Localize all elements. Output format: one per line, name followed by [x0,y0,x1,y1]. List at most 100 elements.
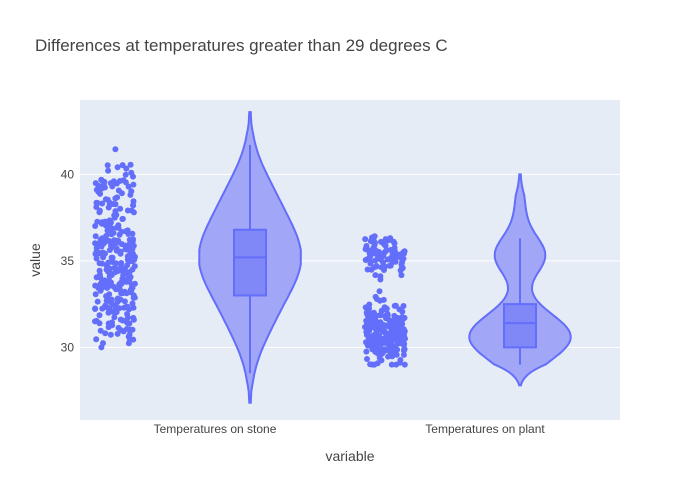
data-point [110,283,117,290]
data-point [124,303,131,310]
data-point [129,230,136,237]
data-point [102,330,109,337]
data-point [376,288,383,295]
data-point [362,236,369,243]
data-point [96,312,103,319]
data-point [117,286,123,293]
data-point [127,161,134,168]
data-point [397,357,404,363]
data-point [102,196,109,203]
data-point [115,239,122,246]
data-point [98,344,105,351]
data-point [114,330,121,337]
data-point [111,314,118,321]
data-point [127,191,134,198]
data-point [93,199,100,206]
data-point [102,218,108,225]
data-point [367,258,374,265]
data-point [394,339,401,346]
data-point [123,318,130,325]
data-point [388,327,395,334]
data-point [372,272,379,279]
data-point [392,345,399,352]
data-point [366,342,373,348]
data-point [386,345,393,352]
data-point [106,265,113,272]
data-point [377,250,384,257]
data-point [402,335,408,342]
data-point [376,319,382,326]
data-point [393,351,400,358]
data-point [103,297,110,304]
data-point [388,361,395,368]
data-point [96,271,103,278]
data-point [106,217,113,224]
data-point [99,279,106,286]
data-point [108,296,115,303]
data-point [130,242,137,249]
data-point [93,255,100,262]
data-point [105,227,112,234]
data-point [130,181,137,188]
data-point [93,336,100,343]
data-point [377,297,383,304]
data-point [130,316,137,323]
data-point [369,346,376,353]
box-1 [233,228,267,297]
data-point [106,247,113,253]
data-point [92,223,99,229]
data-point [386,256,393,263]
data-point [374,343,380,350]
data-point [397,267,404,274]
data-point [105,167,112,174]
data-point [371,361,378,368]
data-point [372,257,379,264]
data-point [129,250,136,257]
data-point [99,251,105,258]
data-point [92,240,99,247]
data-point [113,266,120,272]
data-point [103,237,110,244]
data-point [99,200,106,207]
data-point [123,326,130,332]
data-point [117,296,124,303]
data-point [373,263,380,270]
y-axis-title: value [27,243,43,277]
data-point [113,211,120,218]
data-point [376,255,383,262]
data-point [386,320,393,327]
data-point [126,244,133,250]
data-point [93,186,100,193]
data-point [117,205,124,212]
data-point [104,162,111,169]
data-point [115,222,122,229]
data-point [109,254,116,261]
data-point [96,260,103,267]
y-tick-40: 40 [61,167,75,181]
data-point [119,216,126,222]
data-point [377,276,384,283]
data-point [378,264,385,271]
data-point [382,242,389,249]
data-point [114,164,121,171]
data-point [119,276,126,283]
data-point [382,236,389,243]
data-point [390,258,397,265]
x-axis-title: variable [325,448,374,464]
data-point [364,356,370,362]
data-point [126,336,133,343]
data-point [377,312,384,319]
data-point [105,259,112,266]
data-point [362,304,369,311]
data-point [388,335,395,342]
data-point [130,209,137,216]
data-point [118,261,124,268]
box-2 [503,303,537,349]
data-point [92,291,99,298]
data-point [401,361,408,368]
data-point [109,322,116,329]
data-point [367,248,374,255]
data-point [116,231,123,238]
data-point [116,178,123,184]
